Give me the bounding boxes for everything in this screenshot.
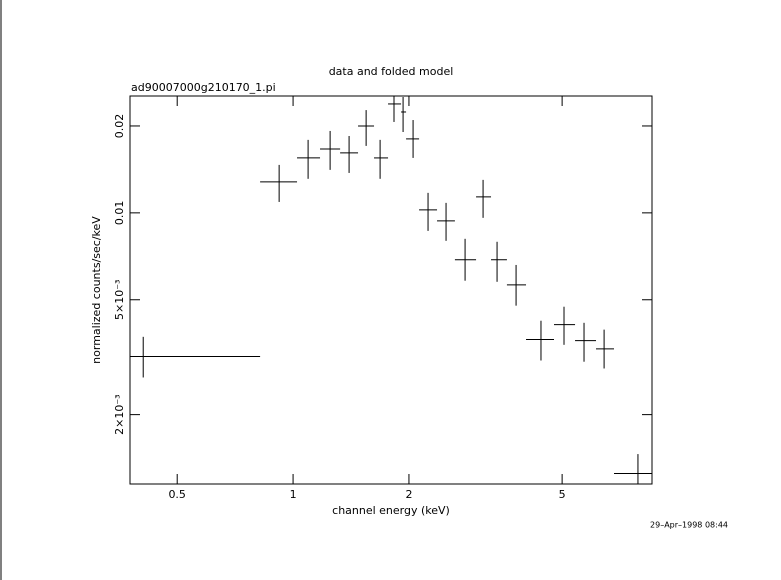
timestamp: 29–Apr–1998 08:44 xyxy=(650,521,728,530)
x-tick-label: 0.5 xyxy=(168,488,186,501)
plot-frame xyxy=(129,95,653,485)
y-axis-label: normalized counts/sec/keV xyxy=(90,216,103,364)
data-layer xyxy=(130,96,652,484)
x-tick-label: 1 xyxy=(290,488,297,501)
chart-subtitle: ad90007000g210170_1.pi xyxy=(131,81,276,94)
y-tick-label: 2×10⁻³ xyxy=(113,394,126,434)
chart-title: data and folded model xyxy=(329,65,454,78)
y-tick-label: 0.01 xyxy=(113,201,126,226)
y-tick-label: 0.02 xyxy=(113,114,126,138)
y-tick-label: 5×10⁻³ xyxy=(113,280,126,320)
x-tick-label: 2 xyxy=(405,488,412,501)
x-axis-label: channel energy (keV) xyxy=(332,504,450,517)
x-tick-label: 5 xyxy=(559,488,566,501)
